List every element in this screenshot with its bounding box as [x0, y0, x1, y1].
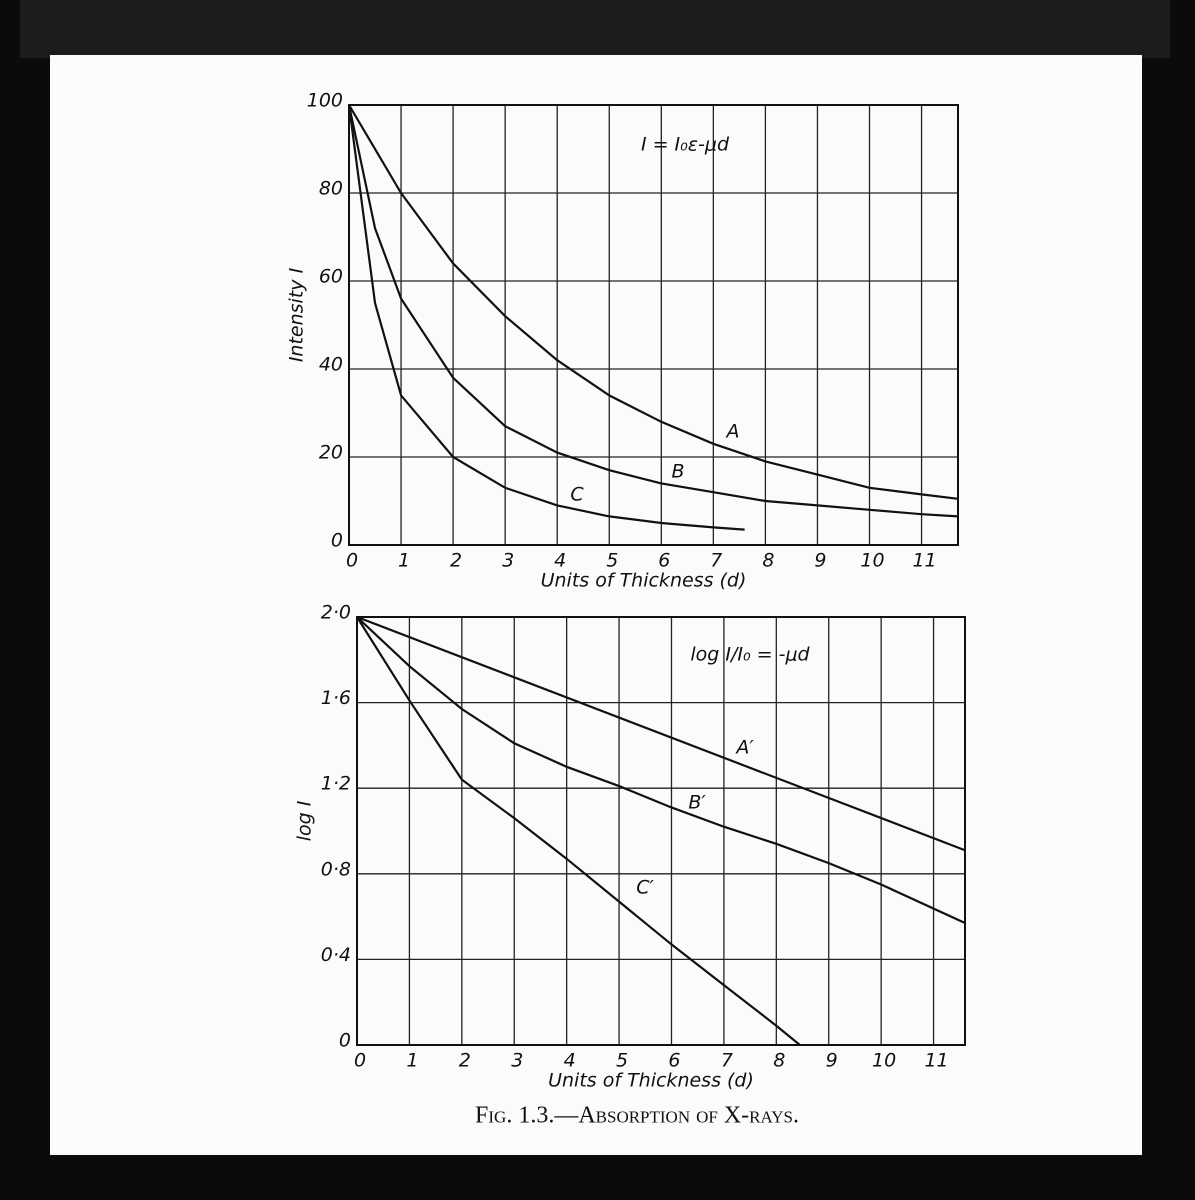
y-tick-label: 40 [319, 354, 343, 376]
caption: Fig. 1.3.—Absorption of X-rays. [475, 1103, 799, 1129]
formula: I = I₀ε-μd [641, 134, 730, 156]
curve-label: A′ [734, 737, 754, 759]
y-tick-label: 2·0 [321, 602, 351, 624]
formula: log I/I₀ = -μd [690, 644, 810, 666]
x-tick-label: 3 [502, 550, 514, 572]
y-tick-label: 1·6 [321, 687, 351, 709]
curve-label: B′ [688, 792, 706, 814]
x-tick-label: 0 [346, 550, 358, 572]
curve [356, 616, 966, 925]
x-tick-label: 9 [814, 550, 826, 572]
curve [347, 104, 745, 531]
y-tick-label: 0 [331, 530, 343, 552]
curve [356, 616, 801, 1046]
y-tick-label: 0·8 [321, 858, 351, 880]
x-tick-label: 1 [398, 550, 410, 572]
x-tick-label: 1 [406, 1050, 418, 1072]
curve [348, 104, 959, 500]
x-tick-label: 0 [354, 1050, 366, 1072]
y-tick-label: 20 [319, 442, 343, 464]
x-tick-label: 9 [826, 1050, 838, 1072]
x-tick-label: 11 [924, 1050, 948, 1072]
x-axis-label: Units of Thickness (d) [548, 1070, 754, 1092]
x-tick-label: 5 [616, 1050, 628, 1072]
x-tick-label: 4 [564, 1050, 576, 1072]
x-tick-label: 7 [721, 1050, 733, 1072]
curve-label: C′ [636, 877, 654, 899]
y-tick-label: 100 [307, 90, 343, 112]
plot-frame [356, 616, 966, 1046]
x-tick-label: 6 [668, 1050, 680, 1072]
card [50, 55, 1142, 1155]
x-tick-label: 4 [554, 550, 566, 572]
x-tick-label: 8 [773, 1050, 785, 1072]
curve-label: B [671, 461, 684, 483]
x-tick-label: 3 [511, 1050, 523, 1072]
y-tick-label: 80 [319, 178, 343, 200]
curve [347, 104, 959, 518]
x-tick-label: 10 [872, 1050, 896, 1072]
plot-frame [348, 104, 959, 546]
curve [356, 615, 966, 852]
x-tick-label: 11 [912, 550, 936, 572]
x-tick-label: 8 [762, 550, 774, 572]
x-tick-label: 7 [710, 550, 722, 572]
x-axis-label: Units of Thickness (d) [541, 570, 747, 592]
x-tick-label: 10 [860, 550, 884, 572]
curve-label: A [725, 421, 740, 443]
y-tick-label: 60 [319, 266, 343, 288]
y-tick-label: 0 [339, 1030, 351, 1052]
y-tick-label: 1·2 [321, 773, 351, 795]
y-axis-label: log I [294, 800, 316, 841]
x-tick-label: 5 [606, 550, 618, 572]
x-tick-label: 2 [459, 1050, 471, 1072]
x-tick-label: 2 [450, 550, 462, 572]
top-strip [20, 0, 1170, 58]
y-axis-label: Intensity I [286, 267, 308, 362]
x-tick-label: 6 [658, 550, 670, 572]
curve-label: C [570, 484, 584, 506]
y-tick-label: 0·4 [321, 944, 351, 966]
